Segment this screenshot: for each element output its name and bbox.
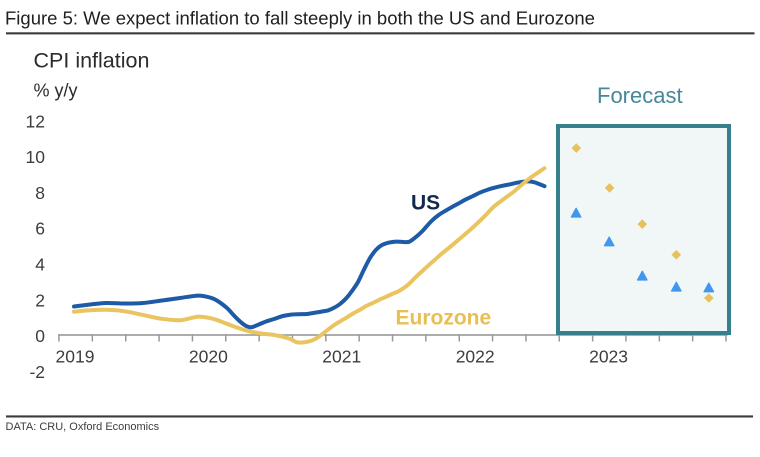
svg-text:Eurozone: Eurozone (396, 307, 492, 330)
svg-text:2023: 2023 (589, 346, 628, 366)
svg-text:6: 6 (35, 219, 45, 239)
svg-text:8: 8 (35, 183, 45, 203)
svg-text:12: 12 (26, 111, 45, 131)
svg-text:-2: -2 (29, 362, 45, 382)
svg-text:US: US (411, 192, 440, 215)
svg-text:% y/y: % y/y (34, 81, 78, 101)
svg-text:2020: 2020 (189, 346, 228, 366)
svg-text:0: 0 (35, 326, 45, 346)
svg-text:2021: 2021 (322, 346, 361, 366)
svg-text:DATA: CRU, Oxford Economics: DATA: CRU, Oxford Economics (6, 421, 160, 433)
svg-text:2: 2 (35, 290, 45, 310)
svg-text:10: 10 (26, 147, 46, 167)
svg-text:2019: 2019 (56, 346, 95, 366)
svg-text:CPI inflation: CPI inflation (34, 49, 150, 73)
svg-text:4: 4 (35, 255, 45, 275)
svg-text:2022: 2022 (456, 346, 495, 366)
svg-text:Figure 5: We expect inflation: Figure 5: We expect inflation to fall st… (5, 8, 595, 29)
svg-text:Forecast: Forecast (597, 83, 683, 108)
